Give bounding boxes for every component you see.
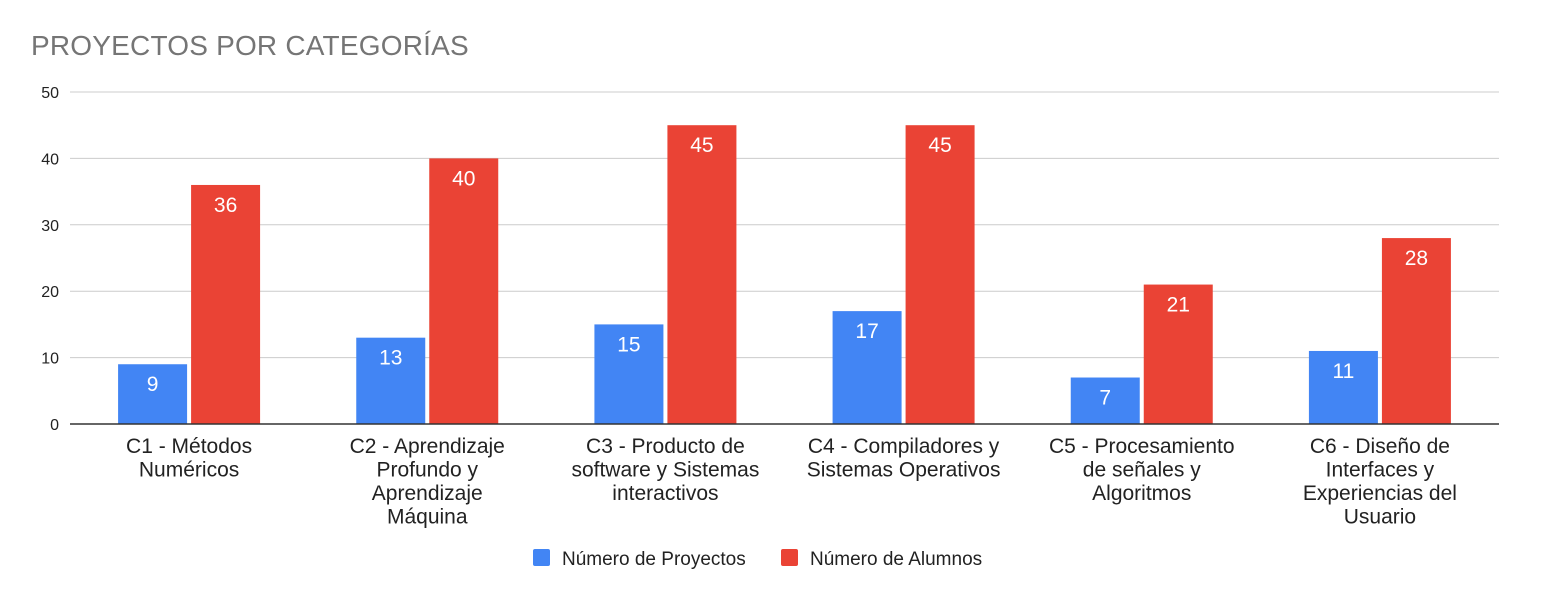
bar xyxy=(1143,284,1213,424)
x-category-label: de señales y xyxy=(1083,459,1201,482)
data-label: 28 xyxy=(1405,247,1428,270)
x-category-label: Algoritmos xyxy=(1092,482,1191,505)
bar xyxy=(429,158,499,424)
data-label: 17 xyxy=(855,320,878,343)
x-category-label: Profundo y xyxy=(376,459,478,482)
bar xyxy=(905,125,975,424)
bars xyxy=(118,125,1451,424)
bar xyxy=(1381,238,1451,424)
x-category-label: interactivos xyxy=(612,482,718,505)
bar xyxy=(594,324,664,424)
legend-label: Número de Alumnos xyxy=(810,549,982,570)
data-labels: 9 36 13 40 15 45 17 45 7 21 11 28 xyxy=(147,134,1428,409)
x-category-label: Sistemas Operativos xyxy=(807,459,1001,482)
data-label: 40 xyxy=(452,167,475,190)
bar xyxy=(118,364,188,424)
x-category-label: C3 - Producto de xyxy=(586,435,745,458)
x-category-label: Interfaces y xyxy=(1326,459,1435,482)
y-tick-label: 40 xyxy=(41,151,59,168)
data-label: 21 xyxy=(1167,294,1190,317)
legend-swatch xyxy=(533,549,550,566)
legend: Número de Proyectos Número de Alumnos xyxy=(533,549,982,570)
x-category-label: Máquina xyxy=(387,506,468,529)
legend-label: Número de Proyectos xyxy=(562,549,746,570)
x-category-label: C1 - Métodos xyxy=(126,435,252,458)
y-tick-label: 20 xyxy=(41,284,59,301)
data-label: 45 xyxy=(690,134,713,157)
bar xyxy=(667,125,737,424)
y-tick-label: 50 xyxy=(41,85,59,102)
data-label: 36 xyxy=(214,194,237,217)
x-category-label: C2 - Aprendizaje xyxy=(350,435,505,458)
bar xyxy=(356,337,426,424)
data-label: 15 xyxy=(617,333,640,356)
bar xyxy=(1070,377,1140,424)
x-category-label: C5 - Procesamiento xyxy=(1049,435,1235,458)
y-tick-label: 30 xyxy=(41,218,59,235)
x-category-label: software y Sistemas xyxy=(571,459,759,482)
data-label: 45 xyxy=(928,134,951,157)
x-category-label: C6 - Diseño de xyxy=(1310,435,1450,458)
x-category-label: Numéricos xyxy=(139,459,239,482)
y-tick-label: 0 xyxy=(50,417,59,434)
chart-title: PROYECTOS POR CATEGORÍAS xyxy=(31,30,469,61)
data-label: 13 xyxy=(379,347,402,370)
bar xyxy=(191,184,261,424)
gridlines xyxy=(70,91,1499,359)
y-axis-tick-labels: 0 10 20 30 40 50 xyxy=(41,85,59,434)
data-label: 11 xyxy=(1333,360,1355,383)
bar xyxy=(832,311,902,424)
x-category-label: Aprendizaje xyxy=(372,482,483,505)
data-label: 9 xyxy=(147,373,159,396)
x-category-label: C4 - Compiladores y xyxy=(808,435,1000,458)
bar xyxy=(1308,350,1378,424)
x-category-label: Experiencias del xyxy=(1303,482,1457,505)
y-tick-label: 10 xyxy=(41,351,59,368)
x-category-label: Usuario xyxy=(1344,506,1416,529)
legend-swatch xyxy=(781,549,798,566)
data-label: 7 xyxy=(1099,387,1111,410)
